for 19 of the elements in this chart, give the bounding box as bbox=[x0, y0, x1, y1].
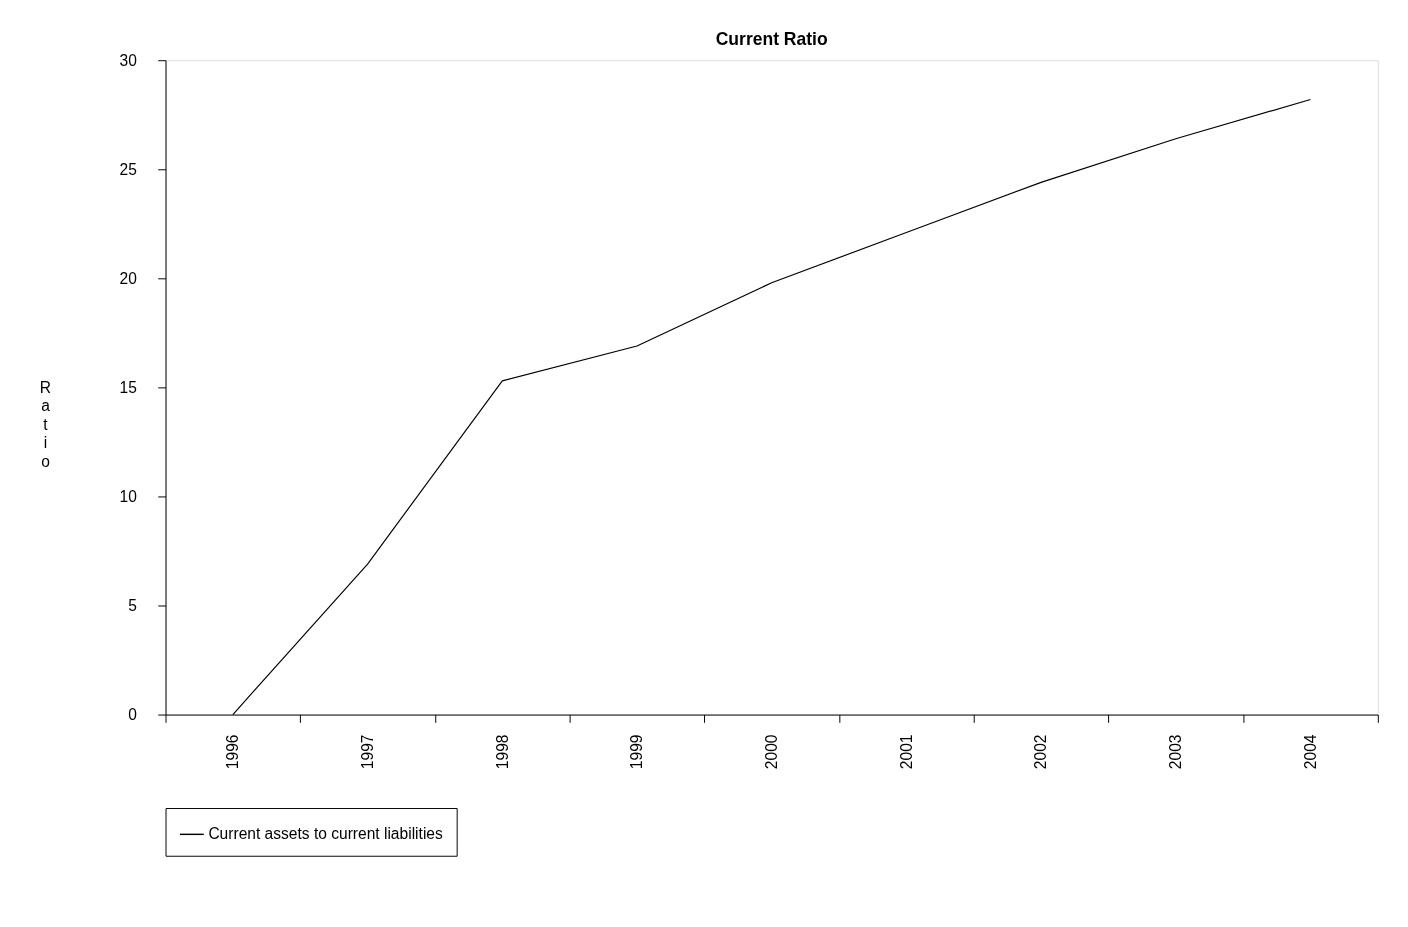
y-tick-label: 15 bbox=[119, 378, 137, 396]
y-tick-label: 0 bbox=[128, 705, 138, 723]
x-tick-label: 2004 bbox=[1301, 734, 1319, 770]
y-tick-label: 20 bbox=[119, 269, 138, 287]
chart-title: Current Ratio bbox=[715, 28, 828, 49]
x-tick-label: 2003 bbox=[1167, 734, 1185, 770]
y-tick-label: 5 bbox=[128, 596, 137, 614]
x-tick-label: 2001 bbox=[897, 734, 915, 770]
x-tick-label: 2002 bbox=[1032, 734, 1050, 770]
y-tick-label: 30 bbox=[119, 51, 138, 69]
y-tick-label: 10 bbox=[119, 487, 138, 505]
y-tick-label: 25 bbox=[119, 160, 137, 178]
x-tick-label: 1997 bbox=[358, 734, 376, 770]
y-axis-title: Ratio bbox=[39, 378, 52, 470]
x-tick-label: 1998 bbox=[493, 734, 511, 770]
x-tick-label: 1996 bbox=[224, 734, 242, 770]
x-tick-label: 2000 bbox=[763, 734, 781, 770]
x-tick-label: 1999 bbox=[628, 734, 646, 770]
legend-label: Current assets to current liabilities bbox=[208, 825, 443, 843]
